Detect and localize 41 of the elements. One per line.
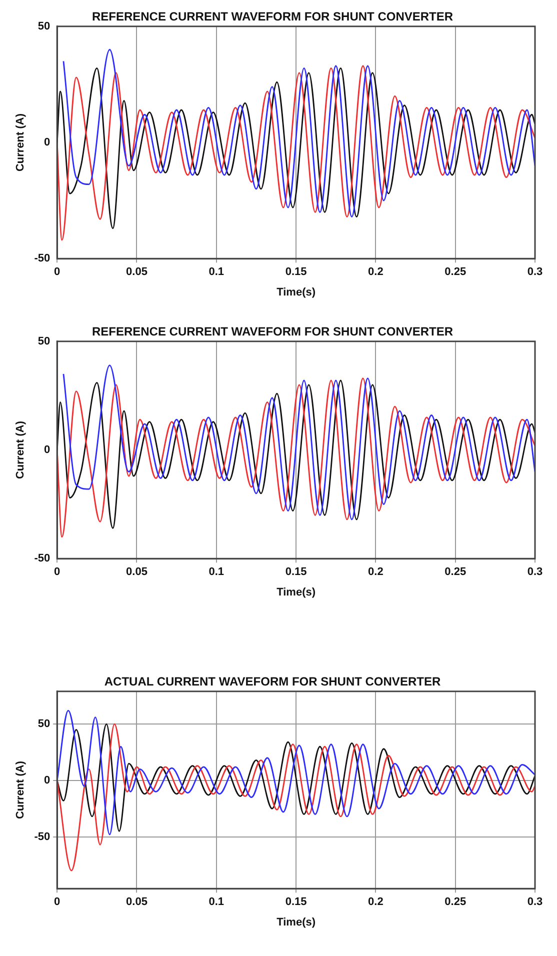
x-axis-title: Time(s) [276,916,316,928]
y-tick-label: 50 [38,335,50,348]
y-tick-label: -50 [34,252,50,265]
y-axis-title: Current (A) [14,113,27,172]
x-tick-label: 0.3 [527,566,543,578]
x-tick-label: 0 [54,266,60,278]
x-tick-label: 0.2 [368,896,384,908]
x-tick-label: 0.1 [208,566,224,578]
x-tick-label: 0.25 [444,896,466,908]
chart-title: REFERENCE CURRENT WAVEFORM FOR SHUNT CONVERTER [92,324,454,339]
y-tick-label: 50 [38,718,50,730]
x-tick-label: 0.25 [444,566,466,578]
chart-title: REFERENCE CURRENT WAVEFORM FOR SHUNT CONVERTER [92,10,454,24]
y-tick-label: -50 [34,552,50,565]
y-tick-label: 0 [44,774,50,786]
x-tick-label: 0.2 [368,266,384,278]
y-tick-label: 0 [44,444,50,456]
x-tick-label: 0.15 [285,566,307,578]
line-series [62,48,535,218]
x-tick-label: 0.1 [208,266,224,278]
x-tick-label: 0.25 [444,266,466,278]
y-axis-title: Current (A) [14,420,27,480]
x-tick-label: 0.3 [527,896,543,908]
x-tick-label: 0 [54,896,60,908]
y-tick-label: 0 [44,136,50,149]
x-tick-label: 0.05 [126,566,148,578]
x-tick-label: 0.2 [368,566,384,578]
chart-title: ACTUAL CURRENT WAVEFORM FOR SHUNT CONVERTER [104,674,441,689]
x-tick-label: 0.15 [285,896,307,908]
x-tick-label: 0.05 [126,896,148,908]
y-axis-title: Current (A) [14,760,27,820]
y-tick-label: 50 [38,20,50,32]
x-tick-label: 0.1 [208,896,224,908]
x-tick-label: 0.3 [527,266,543,278]
x-axis-title: Time(s) [276,286,316,298]
y-tick-label: -50 [34,830,50,843]
x-axis-title: Time(s) [276,586,316,598]
x-tick-label: 0.05 [126,266,148,278]
x-tick-label: 0.15 [285,266,307,278]
line-series [62,364,535,520]
x-tick-label: 0 [54,566,60,578]
